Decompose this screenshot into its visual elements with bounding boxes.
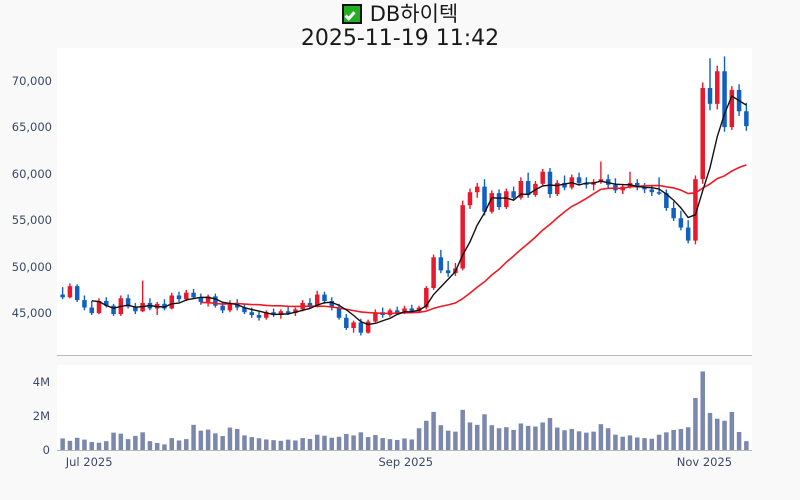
- price-chart-panel[interactable]: [57, 48, 752, 356]
- volume-chart-panel[interactable]: [57, 365, 752, 451]
- page-title: DB하이텍: [369, 2, 459, 26]
- date-tick-label: Nov 2025: [676, 455, 733, 469]
- price-tick-label: 65,000: [11, 120, 52, 135]
- price-tick-label: 55,000: [11, 213, 52, 228]
- chart-header: DB하이텍 2025-11-19 11:42: [0, 0, 800, 51]
- date-tick-label: Sep 2025: [378, 455, 434, 469]
- volume-tick-label: 0: [42, 443, 50, 457]
- volume-tick-label: 4M: [32, 375, 50, 389]
- price-plot: [60, 56, 749, 336]
- date-tick-label: Jul 2025: [65, 455, 113, 469]
- check-icon[interactable]: [341, 4, 362, 24]
- price-tick-label: 45,000: [11, 306, 52, 321]
- price-tick-label: 50,000: [11, 259, 52, 274]
- price-tick-label: 60,000: [11, 166, 52, 181]
- volume-tick-label: 2M: [32, 409, 50, 423]
- title-row: DB하이텍: [0, 1, 800, 27]
- volume-plot: [60, 371, 749, 450]
- price-tick-label: 70,000: [11, 73, 52, 88]
- timestamp-label: 2025-11-19 11:42: [300, 26, 500, 51]
